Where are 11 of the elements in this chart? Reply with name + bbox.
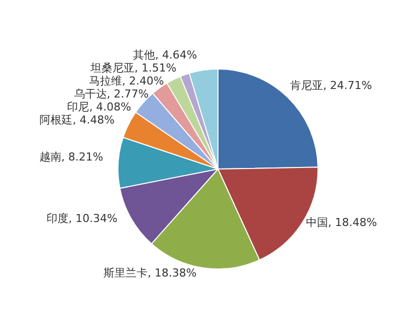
slice-label: 中国, 18.48% (306, 216, 377, 230)
slice-label: 其他, 4.64% (133, 48, 198, 62)
slice-label: 坦桑尼亚, 1.51% (89, 62, 176, 75)
slice-label: 斯里兰卡, 18.38% (104, 266, 197, 280)
slice-label: 印尼, 4.08% (67, 100, 132, 114)
slice-label: 肯尼亚, 24.71% (290, 79, 372, 92)
slice-label: 乌干达, 2.77% (74, 88, 149, 101)
slice-label: 马拉维, 2.40% (89, 74, 164, 88)
slice-label: 阿根廷, 4.48% (40, 114, 115, 127)
slice-label: 印度, 10.34% (46, 212, 118, 226)
slice-label: 越南, 8.21% (39, 150, 104, 164)
